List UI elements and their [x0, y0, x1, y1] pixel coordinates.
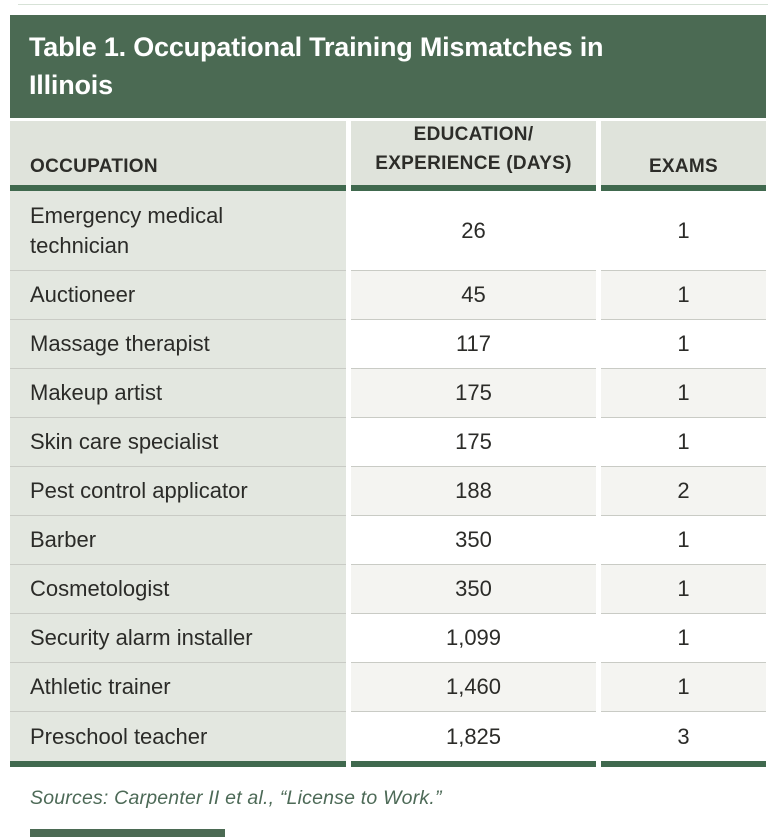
cell-occupation: Cosmetologist: [10, 565, 346, 614]
cell-education-experience-days: 1,460: [351, 663, 596, 712]
cell-education-experience-days: 1,099: [351, 614, 596, 663]
cell-education-experience-days: 188: [351, 467, 596, 516]
table-row: Auctioneer 45 1: [10, 271, 766, 320]
column-header-exams: EXAMS: [601, 121, 766, 189]
footer-rule-segment: [601, 761, 766, 767]
footer-rule-segment: [10, 761, 346, 767]
cell-occupation: Skin care specialist: [10, 418, 346, 467]
cell-occupation: Barber: [10, 516, 346, 565]
footer-rule-segment: [351, 761, 596, 767]
header-rule: [10, 185, 766, 191]
cell-education-experience-days: 175: [351, 418, 596, 467]
table-row: Barber 350 1: [10, 516, 766, 565]
column-header-education-line2: EXPERIENCE (DAYS): [375, 152, 572, 174]
cell-occupation: Auctioneer: [10, 271, 346, 320]
cell-education-experience-days: 117: [351, 320, 596, 369]
next-section-banner-peek: [30, 829, 225, 837]
table-title-banner: Table 1. Occupational Training Mismatche…: [10, 15, 766, 118]
table-title-line1: Table 1. Occupational Training Mismatche…: [29, 32, 604, 62]
cell-education-experience-days: 45: [351, 271, 596, 320]
table-title-line2: Illinois: [29, 70, 113, 101]
cell-exams: 2: [601, 467, 766, 516]
column-header-occupation: OCCUPATION: [10, 121, 346, 189]
table-row: Athletic trainer 1,460 1: [10, 663, 766, 712]
cell-exams: 1: [601, 565, 766, 614]
table-row: Cosmetologist 350 1: [10, 565, 766, 614]
table-row: Security alarm installer 1,099 1: [10, 614, 766, 663]
cell-exams: 1: [601, 320, 766, 369]
cell-education-experience-days: 175: [351, 369, 596, 418]
cell-occupation: Emergency medical technician: [10, 191, 346, 271]
header-rule-segment: [351, 185, 596, 191]
header-rule-segment: [601, 185, 766, 191]
table-row: Makeup artist 175 1: [10, 369, 766, 418]
cell-occupation: Massage therapist: [10, 320, 346, 369]
table-row: Emergency medical technician 26 1: [10, 191, 766, 271]
cell-exams: 1: [601, 369, 766, 418]
column-header-education-line1: EDUCATION/: [413, 124, 534, 145]
cell-occupation: Security alarm installer: [10, 614, 346, 663]
cell-exams: 1: [601, 191, 766, 271]
cell-education-experience-days: 1,825: [351, 712, 596, 761]
cell-exams: 1: [601, 516, 766, 565]
cell-exams: 3: [601, 712, 766, 761]
table-body: Emergency medical technician 26 1 Auctionee…: [10, 191, 766, 761]
cell-education-experience-days: 350: [351, 516, 596, 565]
cell-occupation: Preschool teacher: [10, 712, 346, 761]
cell-occupation: Athletic trainer: [10, 663, 346, 712]
top-divider-line: [18, 4, 768, 5]
header-rule-segment: [10, 185, 346, 191]
cell-exams: 1: [601, 271, 766, 320]
cell-exams: 1: [601, 418, 766, 467]
table-row: Skin care specialist 175 1: [10, 418, 766, 467]
source-note: Sources: Carpenter II et al., “License t…: [30, 787, 442, 809]
cell-exams: 1: [601, 614, 766, 663]
cell-exams: 1: [601, 663, 766, 712]
footer-rule: [10, 761, 766, 767]
table-figure: Table 1. Occupational Training Mismatche…: [10, 15, 766, 810]
table-row: Preschool teacher 1,825 3: [10, 712, 766, 761]
table-title: Table 1. Occupational Training Mismatche…: [29, 28, 736, 105]
table-row: Massage therapist 117 1: [10, 320, 766, 369]
cell-occupation: Pest control applicator: [10, 467, 346, 516]
cell-education-experience-days: 26: [351, 191, 596, 271]
cell-education-experience-days: 350: [351, 565, 596, 614]
table-row: Pest control applicator 188 2: [10, 467, 766, 516]
table-header-row: OCCUPATION EDUCATION/ EXPERIENCE (DAYS) …: [10, 121, 766, 189]
cell-occupation: Makeup artist: [10, 369, 346, 418]
column-header-education-experience: EDUCATION/ EXPERIENCE (DAYS): [351, 121, 596, 189]
